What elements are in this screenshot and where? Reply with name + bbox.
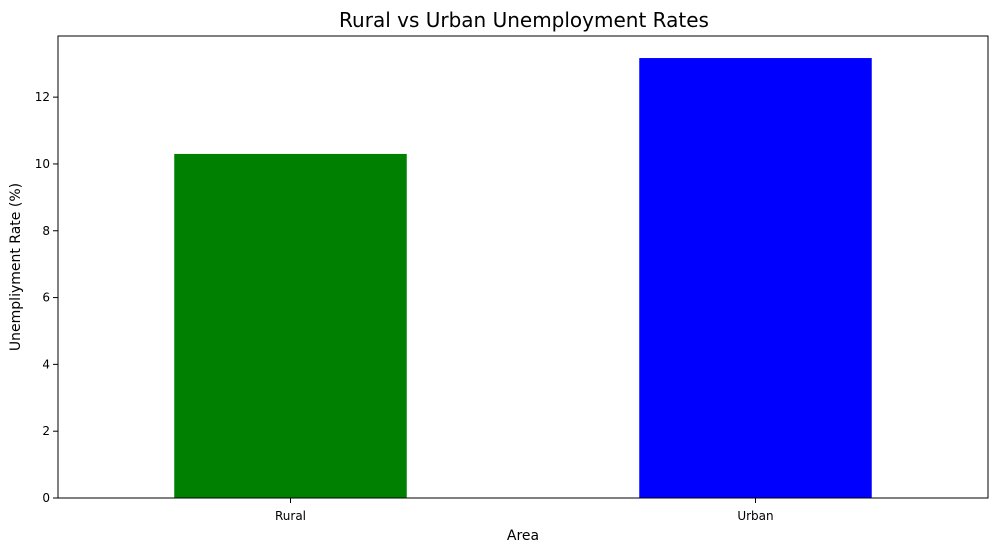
y-axis-ticks: 0 2 4 6 8 10 12 [35,90,58,505]
bar-urban [639,58,872,498]
y-tick-label: 8 [42,224,50,238]
plot-frame [57,35,989,499]
y-tick-label: 4 [42,357,50,371]
y-tick-label: 0 [42,491,50,505]
y-tick-label: 12 [35,90,50,104]
y-axis-label: Unempliyment Rate (%) [8,183,24,351]
y-tick-label: 10 [35,157,50,171]
x-axis-label: Area [507,528,539,544]
y-tick-label: 6 [42,291,50,305]
x-axis-ticks: Rural Urban [275,498,774,523]
bar-rural [174,153,407,498]
x-tick-label: Urban [737,509,773,523]
x-tick-label: Rural [275,509,306,523]
chart-title: Rural vs Urban Unemployment Rates [339,8,709,32]
bars-group [174,58,872,498]
y-tick-label: 2 [42,424,50,438]
